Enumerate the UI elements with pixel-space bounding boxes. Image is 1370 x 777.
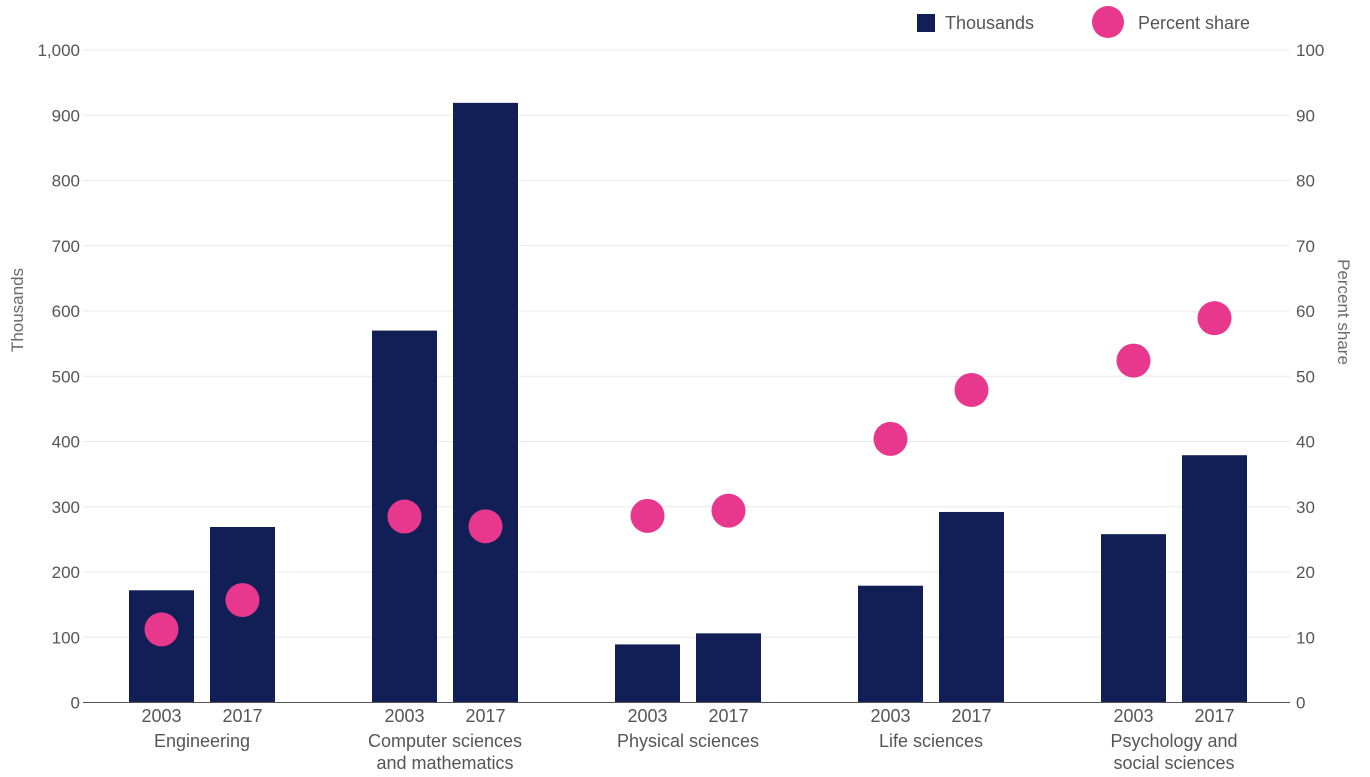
left-tick-label: 900 [52,106,80,125]
legend-thousands-label: Thousands [945,13,1034,33]
legend-percent-label: Percent share [1138,13,1250,33]
right-axis-title: Percent share [1334,259,1353,365]
percent-dot [144,612,179,647]
bar [1182,455,1247,703]
right-tick-label: 80 [1296,172,1315,191]
right-tick-label: 60 [1296,302,1315,321]
percent-dot [630,498,665,533]
left-tick-label: 300 [52,498,80,517]
year-tick-label: 2003 [384,706,424,726]
year-tick-label: 2017 [1194,706,1234,726]
percent-dot [468,509,503,544]
category-label: social sciences [1113,753,1234,773]
category-label: Computer sciences [368,731,522,751]
left-tick-label: 500 [52,367,80,386]
left-axis-ticks: 0 100 200 300 400 500 600 700 800 900 1,000 [37,41,80,713]
left-tick-label: 600 [52,302,80,321]
bars [129,102,1247,703]
legend: Thousands Percent share [917,6,1250,38]
left-axis-title: Thousands [8,268,27,352]
percent-dot [225,583,260,618]
right-tick-label: 70 [1296,237,1315,256]
category-label: and mathematics [376,753,513,773]
left-tick-label: 800 [52,172,80,191]
left-tick-label: 0 [71,694,80,713]
x-axis-labels: 2003 2017 Engineering 2003 2017 Computer scie… [141,706,1237,773]
left-tick-label: 1,000 [37,41,80,60]
gridlines [83,49,1290,638]
percent-dot [387,499,422,534]
right-tick-label: 100 [1296,41,1324,60]
left-tick-label: 700 [52,237,80,256]
category-label: Life sciences [879,731,983,751]
left-tick-label: 200 [52,563,80,582]
right-tick-label: 0 [1296,694,1305,713]
bar [696,633,761,703]
right-tick-label: 40 [1296,433,1315,452]
percent-dots [144,301,1232,647]
year-tick-label: 2017 [222,706,262,726]
percent-dot [954,372,989,407]
category-label: Psychology and [1110,731,1237,751]
bar [453,102,518,703]
year-tick-label: 2003 [627,706,667,726]
year-tick-label: 2017 [708,706,748,726]
bar [858,585,923,703]
year-tick-label: 2003 [1113,706,1153,726]
percent-dot [1197,301,1232,336]
bar [939,511,1004,703]
left-tick-label: 100 [52,628,80,647]
percent-dot [1116,343,1151,378]
category-label: Physical sciences [617,731,759,751]
legend-percent-swatch [1092,6,1124,38]
year-tick-label: 2017 [951,706,991,726]
year-tick-label: 2003 [870,706,910,726]
right-tick-label: 20 [1296,563,1315,582]
year-tick-label: 2003 [141,706,181,726]
percent-dot [873,421,908,456]
left-tick-label: 400 [52,433,80,452]
bar [615,644,680,703]
year-tick-label: 2017 [465,706,505,726]
legend-thousands-swatch [917,14,935,32]
right-axis-ticks: 0 10 20 30 40 50 60 70 80 90 100 [1296,41,1324,713]
bar [1101,534,1166,703]
right-tick-label: 10 [1296,628,1315,647]
right-tick-label: 90 [1296,106,1315,125]
right-tick-label: 50 [1296,367,1315,386]
percent-dot [711,493,746,528]
right-tick-label: 30 [1296,498,1315,517]
category-label: Engineering [154,731,250,751]
